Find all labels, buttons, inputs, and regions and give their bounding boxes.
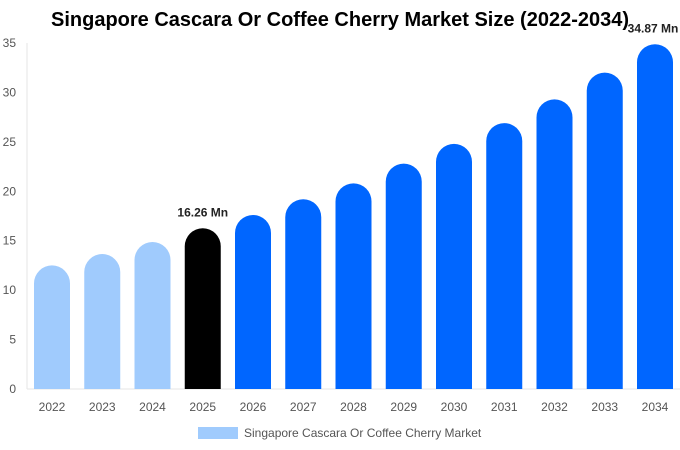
legend[interactable]: Singapore Cascara Or Coffee Cherry Marke… (198, 426, 481, 440)
bar-2024[interactable] (134, 241, 171, 389)
x-tick-label: 2025 (189, 400, 216, 414)
bar-2032[interactable] (536, 99, 573, 389)
legend-label: Singapore Cascara Or Coffee Cherry Marke… (244, 426, 482, 440)
bar-2030[interactable] (436, 143, 472, 389)
x-tick-label: 2030 (441, 400, 468, 414)
x-tick-label: 2032 (541, 400, 568, 414)
x-tick-label: 2029 (390, 400, 417, 414)
x-tick-label: 2034 (642, 400, 669, 414)
x-tick-label: 2026 (240, 400, 267, 414)
bar-2028[interactable] (335, 183, 372, 389)
x-tick-label: 2033 (591, 400, 618, 414)
y-tick-label: 25 (3, 135, 17, 149)
x-tick-label: 2031 (491, 400, 518, 414)
bar-2027[interactable] (285, 199, 322, 389)
x-tick-label: 2027 (290, 400, 317, 414)
x-tick-label: 2024 (139, 400, 166, 414)
data-label: 34.87 Mn (628, 21, 679, 35)
bar-2034[interactable] (637, 44, 673, 389)
bar-2026[interactable] (235, 215, 271, 389)
chart-title: Singapore Cascara Or Coffee Cherry Marke… (50, 9, 630, 31)
y-tick-label: 15 (3, 234, 17, 248)
y-tick-label: 35 (3, 36, 17, 50)
bar-2031[interactable] (486, 123, 523, 389)
bar-2033[interactable] (586, 72, 623, 390)
y-tick-label: 5 (9, 333, 16, 347)
bar-2029[interactable] (385, 163, 422, 389)
data-label: 16.26 Mn (177, 205, 228, 219)
y-tick-label: 20 (3, 184, 17, 198)
bar-2025[interactable] (184, 228, 221, 389)
legend-swatch (198, 427, 238, 439)
bar-2022[interactable] (34, 265, 70, 389)
y-tick-label: 10 (3, 283, 17, 297)
x-tick-label: 2028 (340, 400, 367, 414)
y-tick-label: 0 (9, 382, 16, 396)
x-tick-label: 2022 (39, 400, 66, 414)
x-tick-label: 2023 (89, 400, 116, 414)
bar-2023[interactable] (84, 254, 121, 389)
y-tick-label: 30 (3, 85, 17, 99)
